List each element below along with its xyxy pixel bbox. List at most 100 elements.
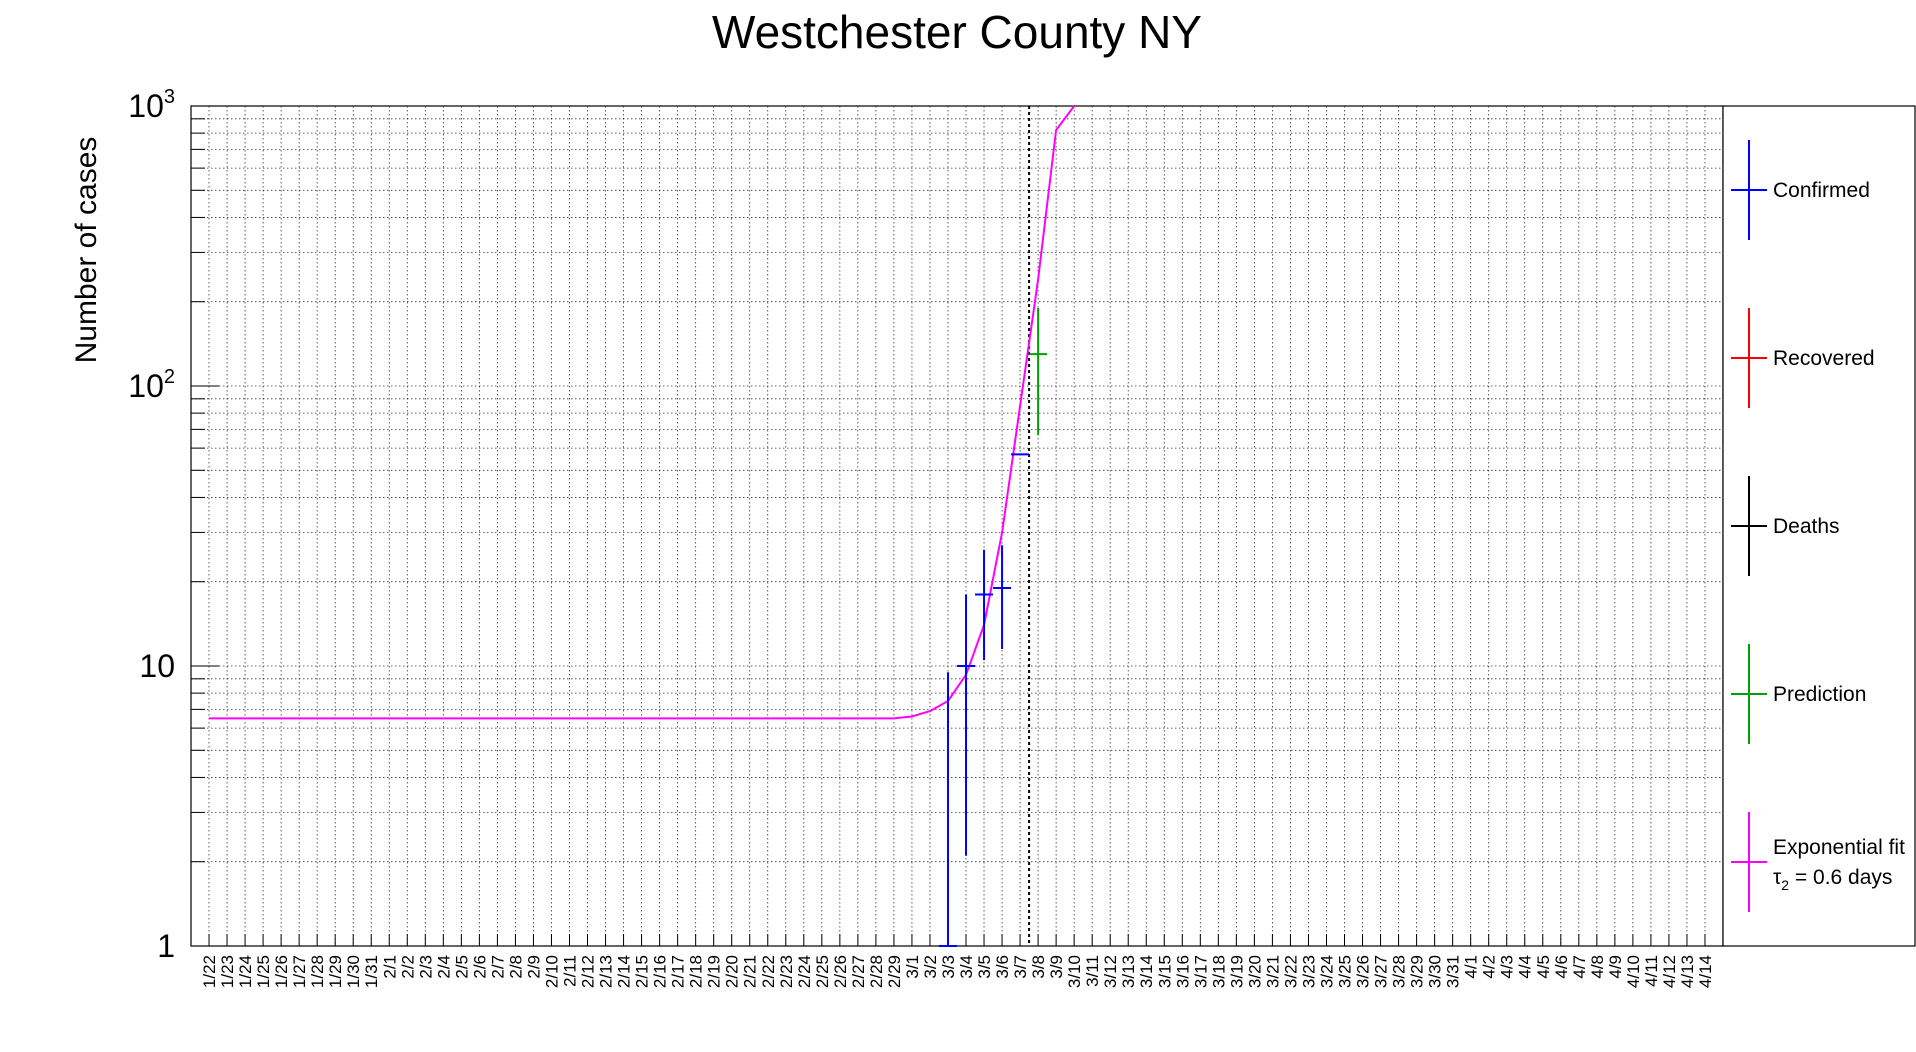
x-tick-label: 2/8 (506, 955, 525, 979)
x-tick-label: 2/6 (470, 955, 489, 979)
legend-label: Recovered (1773, 347, 1875, 370)
x-tick-label: 3/24 (1317, 955, 1336, 988)
x-tick-label: 4/4 (1516, 955, 1535, 979)
x-tick-label: 3/31 (1444, 955, 1463, 988)
x-tick-label: 2/18 (687, 955, 706, 988)
x-tick-label: 3/11 (1083, 955, 1102, 987)
x-tick-label: 2/12 (579, 955, 598, 988)
x-tick-label: 2/13 (597, 955, 616, 988)
x-tick-label: 3/16 (1173, 955, 1192, 988)
data-point-confirmed (957, 594, 976, 856)
x-tick-label: 3/19 (1227, 955, 1246, 988)
x-tick-label: 3/28 (1390, 955, 1409, 988)
x-tick-label: 3/10 (1065, 955, 1084, 988)
x-tick-label: 1/30 (344, 955, 363, 988)
x-tick-label: 3/23 (1299, 955, 1318, 988)
x-tick-labels: 1/22 1/23 1/24 1/25 1/26 1/27 1/28 1/29 1/30 1/31… (200, 955, 1715, 988)
legend-label: Prediction (1773, 683, 1866, 706)
x-tick-label: 2/15 (633, 955, 652, 988)
x-tick-label: 4/14 (1696, 955, 1715, 988)
x-tick-label: 3/4 (957, 955, 976, 979)
x-tick-label: 3/20 (1245, 955, 1264, 988)
legend-label: Deaths (1773, 515, 1840, 538)
x-tick-label: 2/9 (524, 955, 543, 979)
chart-title: Westchester County NY (712, 6, 1202, 58)
y-tick-label: 102 (128, 366, 175, 404)
x-tick-label: 1/22 (200, 955, 219, 988)
x-tick-label: 4/6 (1552, 955, 1571, 979)
x-tick-label: 3/3 (939, 955, 958, 979)
x-tick-label: 3/5 (975, 955, 994, 979)
legend-item-prediction: Prediction (1731, 644, 1866, 744)
fit-curve (209, 105, 1075, 720)
axes (190, 105, 1724, 947)
x-tick-label: 2/14 (615, 955, 634, 988)
x-tick-label: 3/21 (1263, 955, 1282, 988)
x-tick-label: 3/1 (903, 955, 922, 979)
x-tick-label: 2/4 (434, 955, 453, 979)
x-tick-label: 3/30 (1426, 955, 1445, 988)
x-tick-label: 1/29 (326, 955, 345, 988)
x-tick-label: 2/10 (542, 955, 561, 988)
x-tick-label: 1/31 (362, 955, 381, 988)
x-tick-label: 2/20 (723, 955, 742, 988)
x-tick-label: 2/27 (849, 955, 868, 988)
x-tick-label: 2/23 (777, 955, 796, 988)
x-tick-label: 2/26 (831, 955, 850, 988)
x-tick-label: 1/26 (272, 955, 291, 988)
x-tick-label: 3/14 (1137, 955, 1156, 988)
x-tick-label: 2/28 (867, 955, 886, 988)
x-tick-label: 2/29 (885, 955, 904, 988)
legend-label: Exponential fit (1773, 836, 1905, 859)
x-tick-label: 3/9 (1047, 955, 1066, 979)
plot-frame (190, 105, 1724, 947)
legend-item-deaths: Deaths (1731, 476, 1840, 576)
x-tick-label: 2/5 (452, 955, 471, 979)
legend: Confirmed Recovered Deaths Prediction Expone… (1722, 105, 1916, 947)
x-tick-label: 3/27 (1372, 955, 1391, 988)
x-tick-label: 2/11 (560, 955, 579, 987)
x-tick-label: 2/22 (759, 955, 778, 988)
x-tick-label: 2/2 (398, 955, 417, 979)
x-tick-label: 3/17 (1191, 955, 1210, 988)
x-tick-label: 3/22 (1281, 955, 1300, 988)
x-tick-label: 2/16 (651, 955, 670, 988)
legend-item-confirmed: Confirmed (1731, 140, 1870, 240)
x-tick-label: 4/11 (1642, 955, 1661, 987)
legend-item-recovered: Recovered (1731, 308, 1875, 408)
x-tick-label: 4/8 (1588, 955, 1607, 979)
x-tick-label: 3/6 (993, 955, 1012, 979)
x-tick-label: 2/1 (380, 955, 399, 979)
x-tick-label: 2/7 (488, 955, 507, 979)
x-tick-label: 3/15 (1155, 955, 1174, 988)
x-tick-label: 1/23 (218, 955, 237, 988)
x-tick-label: 3/29 (1408, 955, 1427, 988)
x-tick-label: 4/13 (1678, 955, 1697, 988)
x-tick-label: 3/13 (1119, 955, 1138, 988)
y-tick-label: 103 (128, 86, 175, 124)
x-tick-label: 2/21 (741, 955, 760, 988)
x-tick-label: 4/10 (1624, 955, 1643, 988)
x-tick-label: 4/5 (1534, 955, 1553, 979)
fit-line (209, 105, 1075, 720)
y-axis-label: Number of cases (70, 137, 103, 364)
x-tick-label: 2/25 (813, 955, 832, 988)
x-tick-label: 2/17 (669, 955, 688, 988)
x-tick-label: 4/2 (1480, 955, 1499, 979)
grid (191, 106, 1723, 946)
x-tick-label: 3/12 (1101, 955, 1120, 988)
x-tick-label: 4/12 (1660, 955, 1679, 988)
x-tick-label: 1/28 (308, 955, 327, 988)
x-tick-label: 4/3 (1498, 955, 1517, 979)
data-series (938, 307, 1048, 947)
x-tick-label: 1/27 (290, 955, 309, 988)
x-tick-label: 3/2 (921, 955, 940, 979)
y-tick-labels: 1 10 102 103 (128, 86, 175, 964)
x-tick-label: 1/24 (236, 955, 255, 988)
data-point-prediction (1029, 307, 1048, 435)
x-tick-label: 4/7 (1570, 955, 1589, 979)
x-tick-label: 3/7 (1011, 955, 1030, 979)
x-tick-label: 3/8 (1029, 955, 1048, 979)
x-tick-label: 4/1 (1462, 955, 1481, 979)
